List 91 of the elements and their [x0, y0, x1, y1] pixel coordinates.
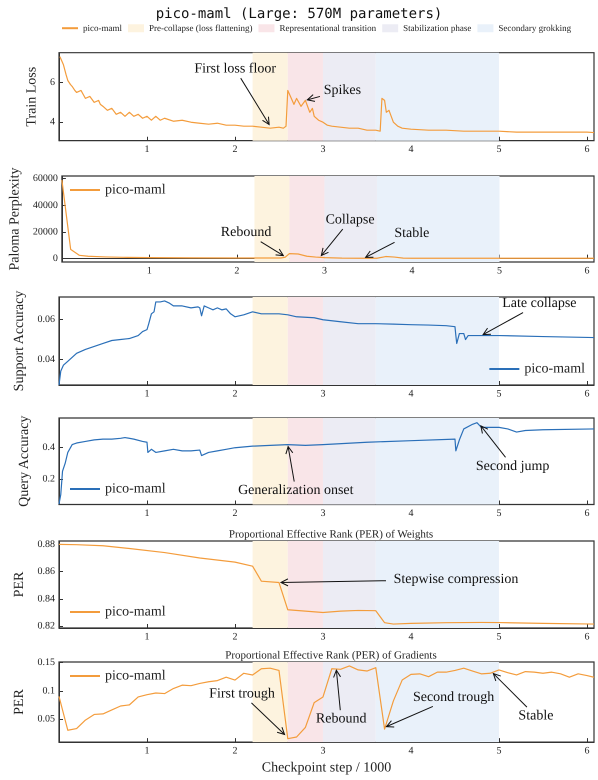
line-series — [58, 544, 595, 624]
x-tick-label: 4 — [408, 508, 414, 520]
chart-title: pico-maml (Large: 570M parameters) — [156, 6, 442, 22]
x-tick-label: 2 — [234, 265, 240, 276]
annotation: First trough — [209, 686, 275, 702]
x-tick-label: 3 — [322, 265, 327, 276]
y-axis-title: Paloma Perplexity — [8, 167, 22, 270]
chart-title: Proportional Effective Rank (PER) of Gradients — [225, 650, 437, 662]
y-axis-title: PER — [12, 688, 28, 716]
y-tick-label: 0.84 — [38, 593, 55, 604]
x-tick-label: 1 — [144, 746, 150, 757]
y-tick-label: 0.82 — [38, 620, 55, 632]
x-tick-label: 2 — [232, 508, 238, 520]
y-tick-label: 0 — [52, 252, 58, 264]
y-tick-label: 0.88 — [38, 538, 55, 550]
x-tick-label: 6 — [584, 746, 590, 757]
line-series — [61, 179, 595, 259]
x-tick-label: 6 — [584, 508, 590, 520]
y-tick-label: 0.2 — [42, 474, 55, 485]
legend-label: Secondary grokking — [498, 23, 572, 34]
y-tick-label: 0.15 — [38, 657, 55, 668]
legend-label: Stabilization phase — [403, 23, 472, 34]
y-tick-label: 20000 — [32, 226, 58, 238]
y-tick-label: 0.04 — [38, 354, 55, 365]
y-tick-label: 60000 — [32, 172, 58, 184]
y-tick-label: 0.1 — [42, 686, 55, 697]
x-tick-label: 4 — [408, 388, 414, 400]
annotation: Spikes — [324, 82, 362, 98]
x-tick-label: 2 — [232, 631, 238, 642]
annotation: Stable — [518, 708, 554, 724]
x-tick-label: 1 — [144, 631, 150, 642]
x-tick-label: 6 — [584, 388, 590, 400]
y-axis-title: Query Accuracy — [17, 416, 32, 508]
y-tick-label: 0.4 — [42, 442, 55, 454]
annotation: Late collapse — [502, 296, 576, 311]
x-tick-label: 2 — [232, 746, 238, 757]
annotation: Stepwise compression — [394, 572, 518, 587]
x-tick-label: 5 — [496, 265, 502, 276]
annotation: Stable — [394, 226, 430, 241]
y-axis-title: PER — [12, 570, 28, 598]
annotation: First loss floor — [194, 62, 276, 77]
chart-title: Proportional Effective Rank (PER) of Weights — [228, 528, 434, 540]
legend-label: pico-maml — [524, 361, 586, 376]
x-tick-label: 3 — [320, 631, 326, 642]
annotation: Second trough — [412, 690, 494, 706]
line-series — [59, 56, 595, 134]
x-tick-label: 1 — [144, 508, 150, 520]
x-tick-label: 2 — [232, 144, 238, 156]
x-tick-label: 3 — [320, 508, 326, 520]
annotation: Rebound — [220, 224, 272, 240]
x-tick-label: 3 — [320, 144, 326, 156]
x-tick-label: 4 — [408, 144, 414, 156]
x-tick-label: 4 — [408, 746, 414, 757]
y-tick-label: 6 — [50, 76, 55, 88]
line-series — [58, 666, 595, 740]
y-tick-label: 0.86 — [38, 566, 55, 577]
legend-label: pico-maml — [105, 604, 166, 620]
y-tick-label: 4 — [50, 116, 55, 128]
x-tick-label: 3 — [320, 746, 326, 757]
y-axis-title: Support Accuracy — [12, 290, 28, 392]
legend-label: Representational transition — [279, 23, 377, 34]
line-series — [58, 422, 595, 505]
legend-label: pico-maml — [105, 482, 166, 497]
y-tick-label: 0.05 — [38, 714, 55, 725]
annotation: Collapse — [326, 212, 375, 228]
x-tick-label: 6 — [584, 144, 590, 156]
x-tick-label: 1 — [146, 265, 152, 276]
legend-label: Pre-collapse (loss flattening) — [148, 23, 252, 34]
x-tick-label: 5 — [496, 631, 502, 642]
x-tick-label: 5 — [496, 746, 502, 757]
x-tick-label: 5 — [496, 508, 502, 520]
legend-label: pico-maml — [105, 182, 166, 198]
x-tick-label: 4 — [409, 265, 414, 276]
annotation: Rebound — [316, 712, 366, 727]
x-tick-label: 2 — [232, 388, 238, 400]
legend-label: pico-maml — [83, 23, 122, 34]
y-tick-label: 0.06 — [38, 314, 55, 326]
x-tick-label: 4 — [408, 631, 414, 642]
x-tick-label: 3 — [320, 388, 326, 400]
x-tick-label: 1 — [144, 144, 150, 156]
x-tick-label: 5 — [496, 144, 502, 156]
legend-label: pico-maml — [105, 668, 166, 684]
y-axis-title: Train Loss — [24, 66, 40, 127]
x-axis-title: Checkpoint step / 1000 — [262, 760, 392, 776]
x-tick-label: 5 — [496, 388, 502, 400]
annotation: Second jump — [476, 458, 550, 474]
y-tick-label: 40000 — [32, 200, 58, 211]
x-tick-label: 1 — [144, 388, 150, 400]
x-tick-label: 6 — [584, 265, 590, 276]
x-tick-label: 6 — [584, 631, 590, 642]
annotation: Generalization onset — [238, 483, 354, 498]
